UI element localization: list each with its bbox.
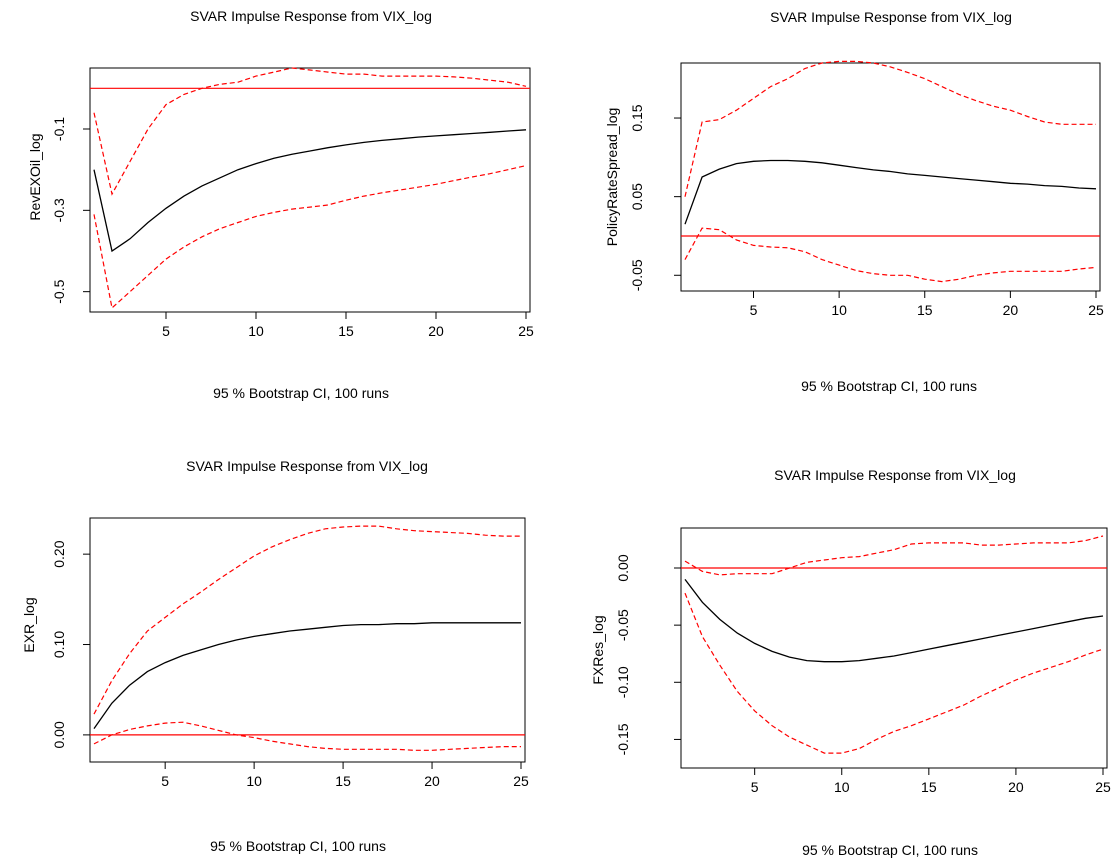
- y-axis-label: RevEXOil_log: [27, 133, 43, 220]
- irf-panel-fxres: SVAR Impulse Response from VIX_log 95 % …: [590, 467, 1111, 858]
- y-tick-label: -0.3: [51, 198, 67, 222]
- ci-upper-line: [93, 67, 527, 196]
- x-tick-label: 15: [917, 302, 933, 318]
- x-tick-label: 25: [1095, 779, 1111, 795]
- x-tick-label: 5: [751, 779, 759, 795]
- x-axis-label: 95 % Bootstrap CI, 100 runs: [802, 842, 978, 858]
- x-tick-label: 5: [161, 773, 169, 789]
- plot-frame: [680, 62, 1101, 292]
- x-tick-label: 10: [834, 779, 850, 795]
- irf-panel-exr: SVAR Impulse Response from VIX_log 95 % …: [21, 458, 529, 854]
- irf-line: [684, 159, 1097, 225]
- x-tick-label: 20: [1008, 779, 1024, 795]
- x-tick-label: 25: [513, 773, 529, 789]
- y-axis-label: EXR_log: [21, 597, 37, 652]
- plot-frame: [89, 67, 531, 313]
- x-axis-label: 95 % Bootstrap CI, 100 runs: [801, 378, 977, 394]
- x-tick-label: 10: [246, 773, 262, 789]
- x-tick-label: 15: [338, 323, 354, 339]
- y-tick-label: 0.10: [51, 631, 67, 658]
- x-tick-label: 25: [518, 323, 534, 339]
- x-tick-label: 15: [921, 779, 937, 795]
- irf-line: [93, 622, 521, 729]
- irf-line: [684, 579, 1104, 663]
- chart-title: SVAR Impulse Response from VIX_log: [190, 8, 432, 24]
- ci-upper-line: [684, 535, 1104, 576]
- ci-lower-line: [93, 165, 527, 310]
- y-tick-label: -0.15: [615, 723, 631, 755]
- x-tick-label: 10: [248, 323, 264, 339]
- x-tick-label: 5: [750, 302, 758, 318]
- x-tick-label: 15: [335, 773, 351, 789]
- x-tick-label: 20: [428, 323, 444, 339]
- x-tick-label: 25: [1088, 302, 1104, 318]
- x-tick-label: 5: [162, 323, 170, 339]
- irf-panel-revexoil: SVAR Impulse Response from VIX_log 95 % …: [27, 8, 534, 401]
- ci-upper-line: [93, 525, 521, 715]
- x-axis-label: 95 % Bootstrap CI, 100 runs: [213, 385, 389, 401]
- y-tick-label: 0.00: [51, 721, 67, 748]
- plot-frame: [89, 517, 526, 763]
- irf-line: [93, 129, 527, 253]
- chart-title: SVAR Impulse Response from VIX_log: [774, 467, 1016, 483]
- y-tick-label: 0.00: [615, 554, 631, 581]
- x-axis-label: 95 % Bootstrap CI, 100 runs: [210, 838, 386, 854]
- ci-lower-line: [684, 227, 1097, 283]
- y-tick-label: -0.05: [629, 259, 645, 291]
- y-tick-label: -0.1: [51, 117, 67, 141]
- y-tick-label: 0.15: [629, 104, 645, 131]
- ci-lower-line: [684, 592, 1104, 754]
- y-tick-label: -0.05: [615, 609, 631, 641]
- y-axis-label: PolicyRateSpread_log: [604, 108, 620, 247]
- y-tick-label: -0.5: [51, 279, 67, 303]
- ci-upper-line: [684, 60, 1096, 197]
- irf-panel-policyratespread: SVAR Impulse Response from VIX_log 95 % …: [604, 9, 1104, 394]
- y-tick-label: 0.20: [51, 540, 67, 567]
- chart-title: SVAR Impulse Response from VIX_log: [770, 9, 1012, 25]
- x-tick-label: 20: [424, 773, 440, 789]
- ci-lower-line: [93, 721, 521, 751]
- x-tick-label: 10: [831, 302, 847, 318]
- chart-title: SVAR Impulse Response from VIX_log: [186, 458, 428, 474]
- y-axis-label: FXRes_log: [590, 615, 606, 684]
- y-tick-label: -0.10: [615, 666, 631, 698]
- y-tick-label: 0.05: [629, 183, 645, 210]
- plot-frame: [680, 527, 1108, 769]
- x-tick-label: 20: [1003, 302, 1019, 318]
